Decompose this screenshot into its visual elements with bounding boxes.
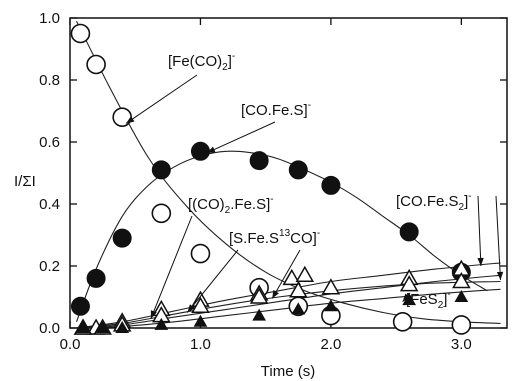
- filled-circle-point: [190, 141, 210, 161]
- fit-curve-5: [76, 274, 501, 329]
- arrow-head: [272, 290, 279, 299]
- annotation-fes2: [FeS2]-: [406, 289, 451, 311]
- annotation-co-fe-s2: [CO.Fe.S2]-: [396, 191, 472, 213]
- filled-circle-point: [151, 160, 171, 180]
- y-tick-label: 0.4: [39, 196, 60, 213]
- open-triangle-point: [452, 271, 471, 289]
- leader-line: [125, 74, 198, 124]
- data-markers: [70, 23, 472, 335]
- arrow-head: [206, 146, 216, 153]
- fit-curve-2: [76, 262, 501, 329]
- leader-line: [477, 195, 482, 267]
- annotation-fe-co2: [Fe(CO)2]-: [168, 51, 235, 73]
- filled-circle-point: [112, 228, 132, 248]
- fit-curve-4: [76, 288, 501, 329]
- y-axis-title: I/ΣI: [14, 173, 36, 190]
- filled-triangle-point: [252, 308, 267, 321]
- filled-triangle-point: [193, 314, 208, 327]
- filled-triangle-point: [454, 289, 469, 302]
- x-tick-label: 3.0: [451, 336, 472, 353]
- annotation-s-fe-s13co: [S.Fe.S13CO]-: [229, 228, 320, 247]
- leader-line: [206, 121, 276, 154]
- y-tick-label: 0.6: [39, 134, 60, 151]
- fit-curves: [75, 20, 501, 329]
- annotation-co2-fe-s: [(CO)2.Fe.S]-: [188, 194, 274, 216]
- arrow-head: [187, 304, 195, 313]
- leader-line: [271, 249, 301, 299]
- annotation-co-fe-s: [CO.Fe.S]-: [241, 100, 311, 119]
- fit-curve-1: [75, 150, 488, 322]
- filled-triangle-point: [76, 320, 90, 333]
- filled-circle-point: [249, 151, 269, 171]
- filled-triangle-point: [324, 299, 338, 312]
- x-tick-label: 0.0: [60, 336, 81, 353]
- filled-triangle-point: [291, 302, 306, 315]
- open-circle-point: [86, 54, 106, 75]
- filled-triangle-point: [154, 317, 169, 330]
- annotation-arrows: [125, 74, 504, 319]
- fit-curve-3: [76, 280, 501, 329]
- open-triangle-point: [282, 268, 302, 286]
- leader-line: [187, 249, 239, 313]
- filled-triangle-point: [115, 320, 130, 333]
- arrow-head: [150, 310, 157, 319]
- leader-line: [495, 195, 501, 280]
- open-circle-point: [392, 311, 413, 332]
- open-triangle-point: [295, 265, 315, 283]
- arrow-head: [402, 293, 411, 302]
- x-tick-label: 2.0: [320, 336, 341, 353]
- filled-circle-point: [321, 175, 341, 195]
- leader-line: [150, 215, 193, 319]
- open-circle-point: [451, 315, 472, 335]
- open-triangle-point: [321, 278, 341, 295]
- open-circle-point: [112, 107, 132, 127]
- filled-circle-point: [70, 296, 90, 316]
- y-tick-label: 0.2: [39, 258, 60, 275]
- filled-triangle-point: [95, 320, 110, 333]
- open-triangle-point: [191, 296, 210, 314]
- arrow-head: [477, 257, 484, 266]
- x-tick-label: 1.0: [190, 336, 211, 353]
- open-circle-point: [151, 203, 172, 224]
- y-tick-label: 0.8: [39, 72, 60, 89]
- filled-circle-point: [288, 160, 308, 180]
- filled-circle-point: [399, 222, 419, 242]
- open-circle-point: [70, 23, 91, 44]
- x-axis-title: Time (s): [261, 363, 315, 380]
- open-triangle-point: [288, 281, 308, 298]
- arrow-head: [496, 271, 504, 280]
- plot-frame: [69, 17, 508, 329]
- filled-circle-point: [86, 268, 106, 288]
- y-tick-label: 1.0: [39, 10, 60, 27]
- open-triangle-point: [399, 275, 419, 292]
- y-tick-label: 0.0: [39, 320, 60, 337]
- fit-curve-0: [76, 20, 501, 324]
- open-triangle-point: [249, 287, 269, 304]
- open-circle-point: [190, 243, 211, 264]
- arrow-head: [126, 116, 135, 124]
